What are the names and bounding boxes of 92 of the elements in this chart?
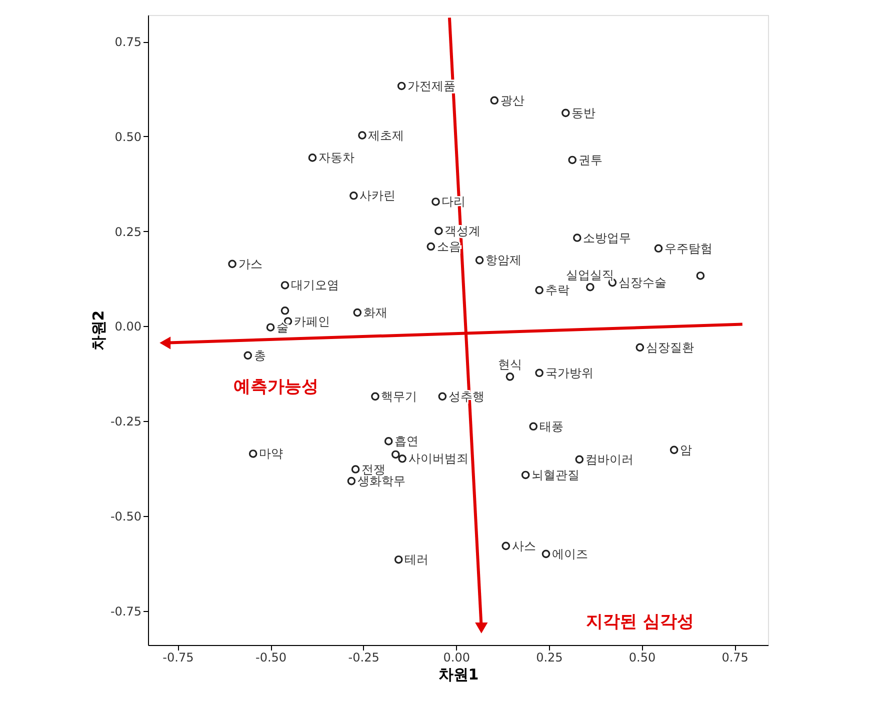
data-label: 소방업무 [583, 230, 632, 245]
data-label: 암 [680, 442, 692, 457]
x-tick-label: 0.00 [443, 650, 470, 664]
x-tick-label: 0.50 [628, 650, 656, 664]
point [398, 454, 406, 463]
point [347, 476, 356, 486]
point [575, 455, 584, 464]
point [568, 156, 576, 164]
point [654, 244, 663, 253]
point [562, 108, 570, 118]
data-label: 술 [276, 320, 289, 334]
data-label: 자동차 [318, 150, 354, 165]
point [529, 422, 538, 431]
point [391, 450, 400, 459]
annotation: 예측가능성 [233, 376, 318, 397]
data-label: 사카린 [360, 188, 396, 203]
y-tick-label: 0.50 [114, 130, 142, 144]
x-tick-label: -0.50 [255, 650, 287, 664]
point [670, 446, 678, 454]
data-label: 국가방위 [545, 366, 594, 380]
point [371, 392, 380, 401]
data-label: 가스 [238, 256, 262, 271]
point [535, 368, 544, 378]
point [586, 282, 594, 292]
data-label: 사스 [512, 538, 536, 553]
point [521, 470, 530, 480]
point [353, 308, 362, 317]
data-label: 실업실직 [566, 268, 614, 282]
y-tick-label: 0.00 [114, 320, 142, 334]
data-label: 뇌혈관질 [532, 468, 580, 482]
x-tick-label: -0.25 [348, 650, 380, 664]
y-tick-label: -0.75 [110, 604, 142, 618]
point [502, 542, 510, 550]
point [434, 226, 443, 236]
data-label: 동반 [572, 106, 596, 120]
point [350, 192, 358, 200]
point [573, 234, 582, 242]
data-label: 항암제 [486, 253, 522, 268]
data-label: 우주탐험 [664, 241, 712, 256]
point [280, 281, 290, 290]
point [475, 256, 484, 264]
point [426, 242, 436, 251]
point [228, 260, 236, 268]
y-tick-label: 0.25 [114, 224, 142, 239]
point [248, 450, 258, 458]
point [535, 286, 544, 294]
point [308, 154, 317, 162]
point [432, 198, 440, 206]
x-tick-label: -0.75 [162, 650, 194, 664]
point [490, 96, 499, 105]
y-tick-label: -0.25 [110, 414, 142, 429]
data-label: 현식 [498, 358, 522, 372]
data-label: 생화학무 [357, 474, 406, 488]
point [394, 555, 403, 564]
data-label: 흡연 [394, 434, 419, 448]
data-label: 컴바이러 [585, 452, 634, 466]
point [351, 465, 360, 474]
y-axis-title: 차원2 [89, 310, 108, 351]
point [244, 351, 252, 360]
x-tick-label: 0.25 [536, 650, 563, 664]
data-label: 제초제 [368, 128, 404, 142]
data-label: 추락 [545, 283, 570, 298]
data-label: 권투 [578, 152, 602, 167]
data-label: 심장질환 [646, 340, 694, 354]
point [542, 550, 550, 558]
data-label: 에이즈 [552, 546, 588, 561]
y-tick-label: 0.75 [114, 35, 142, 50]
data-label: 화재 [363, 306, 388, 320]
data-label: 마약 [259, 446, 284, 461]
data-label: 카페인 [294, 314, 330, 328]
data-label: 테러 [404, 552, 429, 567]
point [636, 343, 644, 352]
x-tick-label: 0.75 [722, 650, 748, 664]
point [266, 323, 275, 332]
data-label: 총 [254, 348, 266, 362]
point [397, 82, 406, 90]
data-label: 심장수술 [618, 276, 666, 290]
x-axis-title: 차원1 [438, 666, 479, 684]
data-label: 핵무기 [381, 389, 418, 404]
point [506, 372, 514, 381]
data-label: 광산 [500, 93, 524, 108]
point [280, 306, 290, 315]
point [438, 392, 447, 401]
data-label: 대기오염 [290, 278, 339, 292]
point [696, 272, 705, 280]
data-label: 사이버범죄 [408, 452, 468, 466]
data-label: 태풍 [539, 419, 564, 434]
point [384, 437, 393, 446]
point [358, 131, 366, 140]
annotation: 지각된 심각성 [586, 612, 694, 632]
data-label: 전쟁 [362, 462, 386, 476]
y-tick-label: -0.50 [110, 509, 142, 524]
